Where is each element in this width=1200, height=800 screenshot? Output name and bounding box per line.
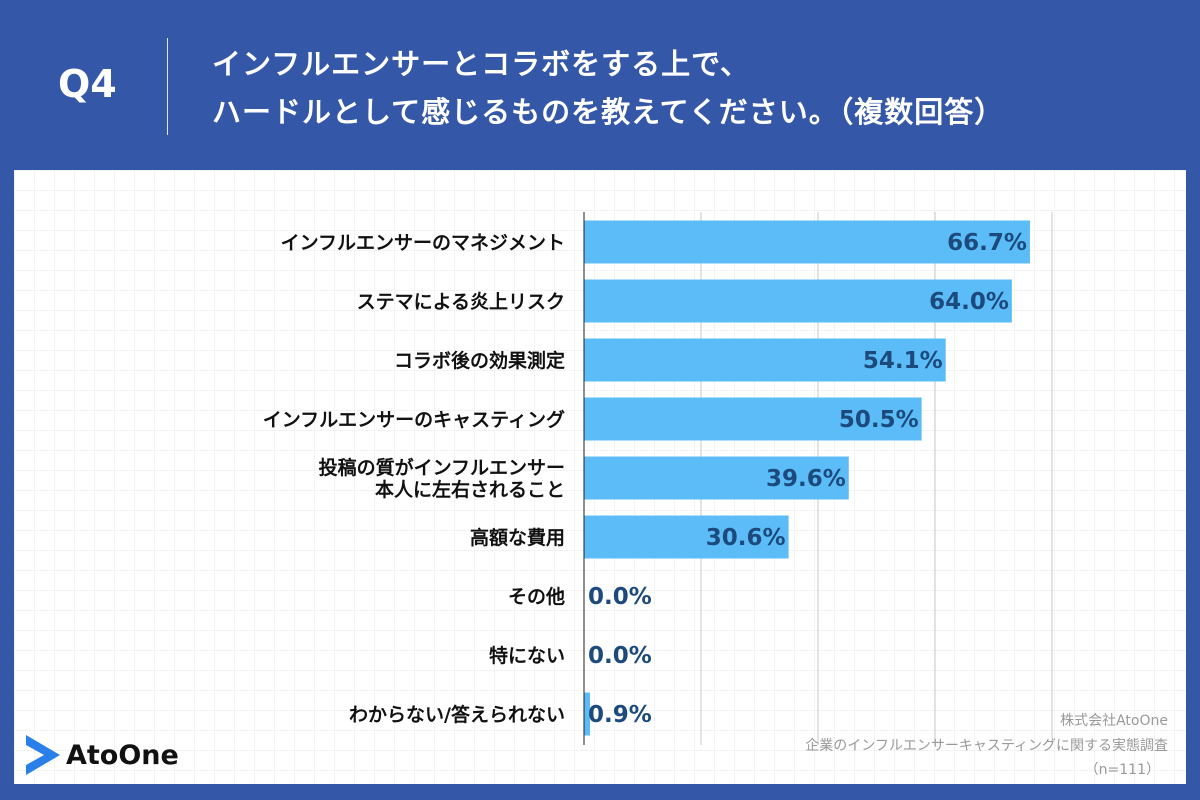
logo: AtoOne bbox=[26, 735, 179, 775]
bar bbox=[584, 456, 849, 500]
category-label: ステマによる炎上リスク bbox=[357, 291, 565, 313]
category-label: 特にない bbox=[489, 645, 565, 667]
question-number: Q4 bbox=[58, 62, 117, 106]
page-title: インフルエンサーとコラボをする上で、 ハードルとして感じるものを教えてください。… bbox=[212, 40, 1004, 136]
data-label: 39.6% bbox=[766, 466, 846, 492]
data-label: 66.7% bbox=[947, 230, 1027, 256]
category-label: コラボ後の効果測定 bbox=[394, 349, 565, 372]
data-label: 30.6% bbox=[706, 525, 786, 551]
bar bbox=[584, 397, 922, 441]
company-note: 株式会社AtoOne bbox=[1060, 713, 1168, 729]
category-label: 投稿の質がインフルエンサー本人に左右されること bbox=[319, 456, 565, 501]
data-label: 0.0% bbox=[588, 584, 652, 610]
category-label: わからない/答えられない bbox=[349, 703, 565, 726]
data-label: 64.0% bbox=[929, 289, 1009, 315]
category-label: その他 bbox=[508, 585, 565, 608]
data-label: 50.5% bbox=[839, 407, 919, 433]
category-label: インフルエンサーのキャスティング bbox=[263, 408, 565, 431]
bar bbox=[584, 220, 1030, 264]
sample-note: （n=111） bbox=[1084, 762, 1160, 778]
bar bbox=[584, 515, 789, 559]
survey-note: 企業のインフルエンサーキャスティングに関する実態調査 bbox=[805, 738, 1168, 754]
category-label: 高額な費用 bbox=[470, 526, 565, 549]
logo-text: AtoOne bbox=[66, 739, 179, 771]
data-label: 0.9% bbox=[588, 702, 652, 728]
title-line-1: インフルエンサーとコラボをする上で、 bbox=[212, 47, 750, 81]
bar bbox=[584, 692, 591, 736]
logo-icon bbox=[26, 735, 60, 775]
bar bbox=[584, 279, 1012, 323]
title-line-2: ハードルとして感じるものを教えてください。（複数回答） bbox=[212, 95, 1005, 129]
divider bbox=[167, 38, 168, 135]
bar bbox=[584, 338, 946, 382]
data-label: 0.0% bbox=[588, 643, 652, 669]
data-label: 54.1% bbox=[863, 348, 943, 374]
category-label: インフルエンサーのマネジメント bbox=[281, 232, 565, 254]
